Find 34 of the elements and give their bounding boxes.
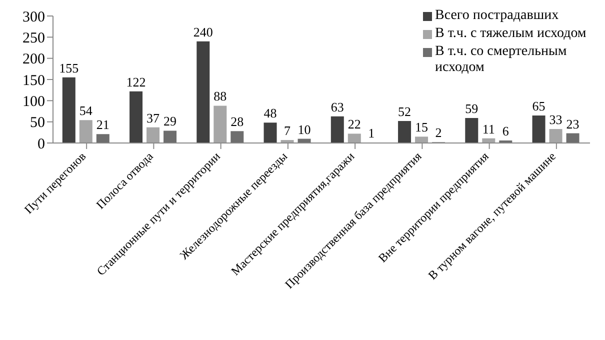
y-tick-label: 150: [22, 72, 45, 89]
data-label: 21: [96, 117, 110, 132]
data-label: 54: [79, 103, 93, 118]
y-tick-label: 50: [30, 115, 45, 132]
data-label: 29: [164, 114, 177, 129]
data-label: 10: [298, 122, 311, 137]
data-label: 11: [482, 121, 495, 136]
data-label: 33: [549, 112, 562, 128]
data-label: 155: [59, 60, 79, 76]
data-label: 6: [502, 123, 510, 138]
data-label: 65: [532, 98, 546, 114]
y-tick-label: 100: [22, 94, 45, 110]
data-label: 7: [284, 123, 292, 138]
data-label: 63: [330, 99, 344, 114]
data-label: 48: [264, 106, 277, 121]
data-label: 59: [465, 101, 478, 116]
data-label: 28: [230, 114, 244, 130]
legend-label: Всего пострадавших: [435, 8, 559, 24]
data-label: 22: [348, 116, 361, 132]
y-tick-label: 250: [22, 30, 45, 46]
data-label: 52: [398, 104, 412, 119]
data-label: 1: [368, 126, 375, 141]
data-label: 2: [435, 125, 442, 140]
y-tick-label: 200: [22, 52, 45, 68]
legend-label: В т.ч. с тяжелым исходом: [435, 26, 586, 42]
data-label: 122: [126, 74, 146, 90]
data-label: 240: [193, 24, 213, 40]
data-label: 37: [146, 110, 160, 126]
data-label: 15: [415, 120, 428, 135]
y-tick-label: 300: [22, 9, 45, 26]
data-label: 88: [214, 88, 227, 104]
legend-label: В т.ч. со смертельным исходом: [435, 44, 568, 76]
data-label: 23: [566, 116, 580, 132]
y-tick-label: 0: [38, 136, 45, 152]
